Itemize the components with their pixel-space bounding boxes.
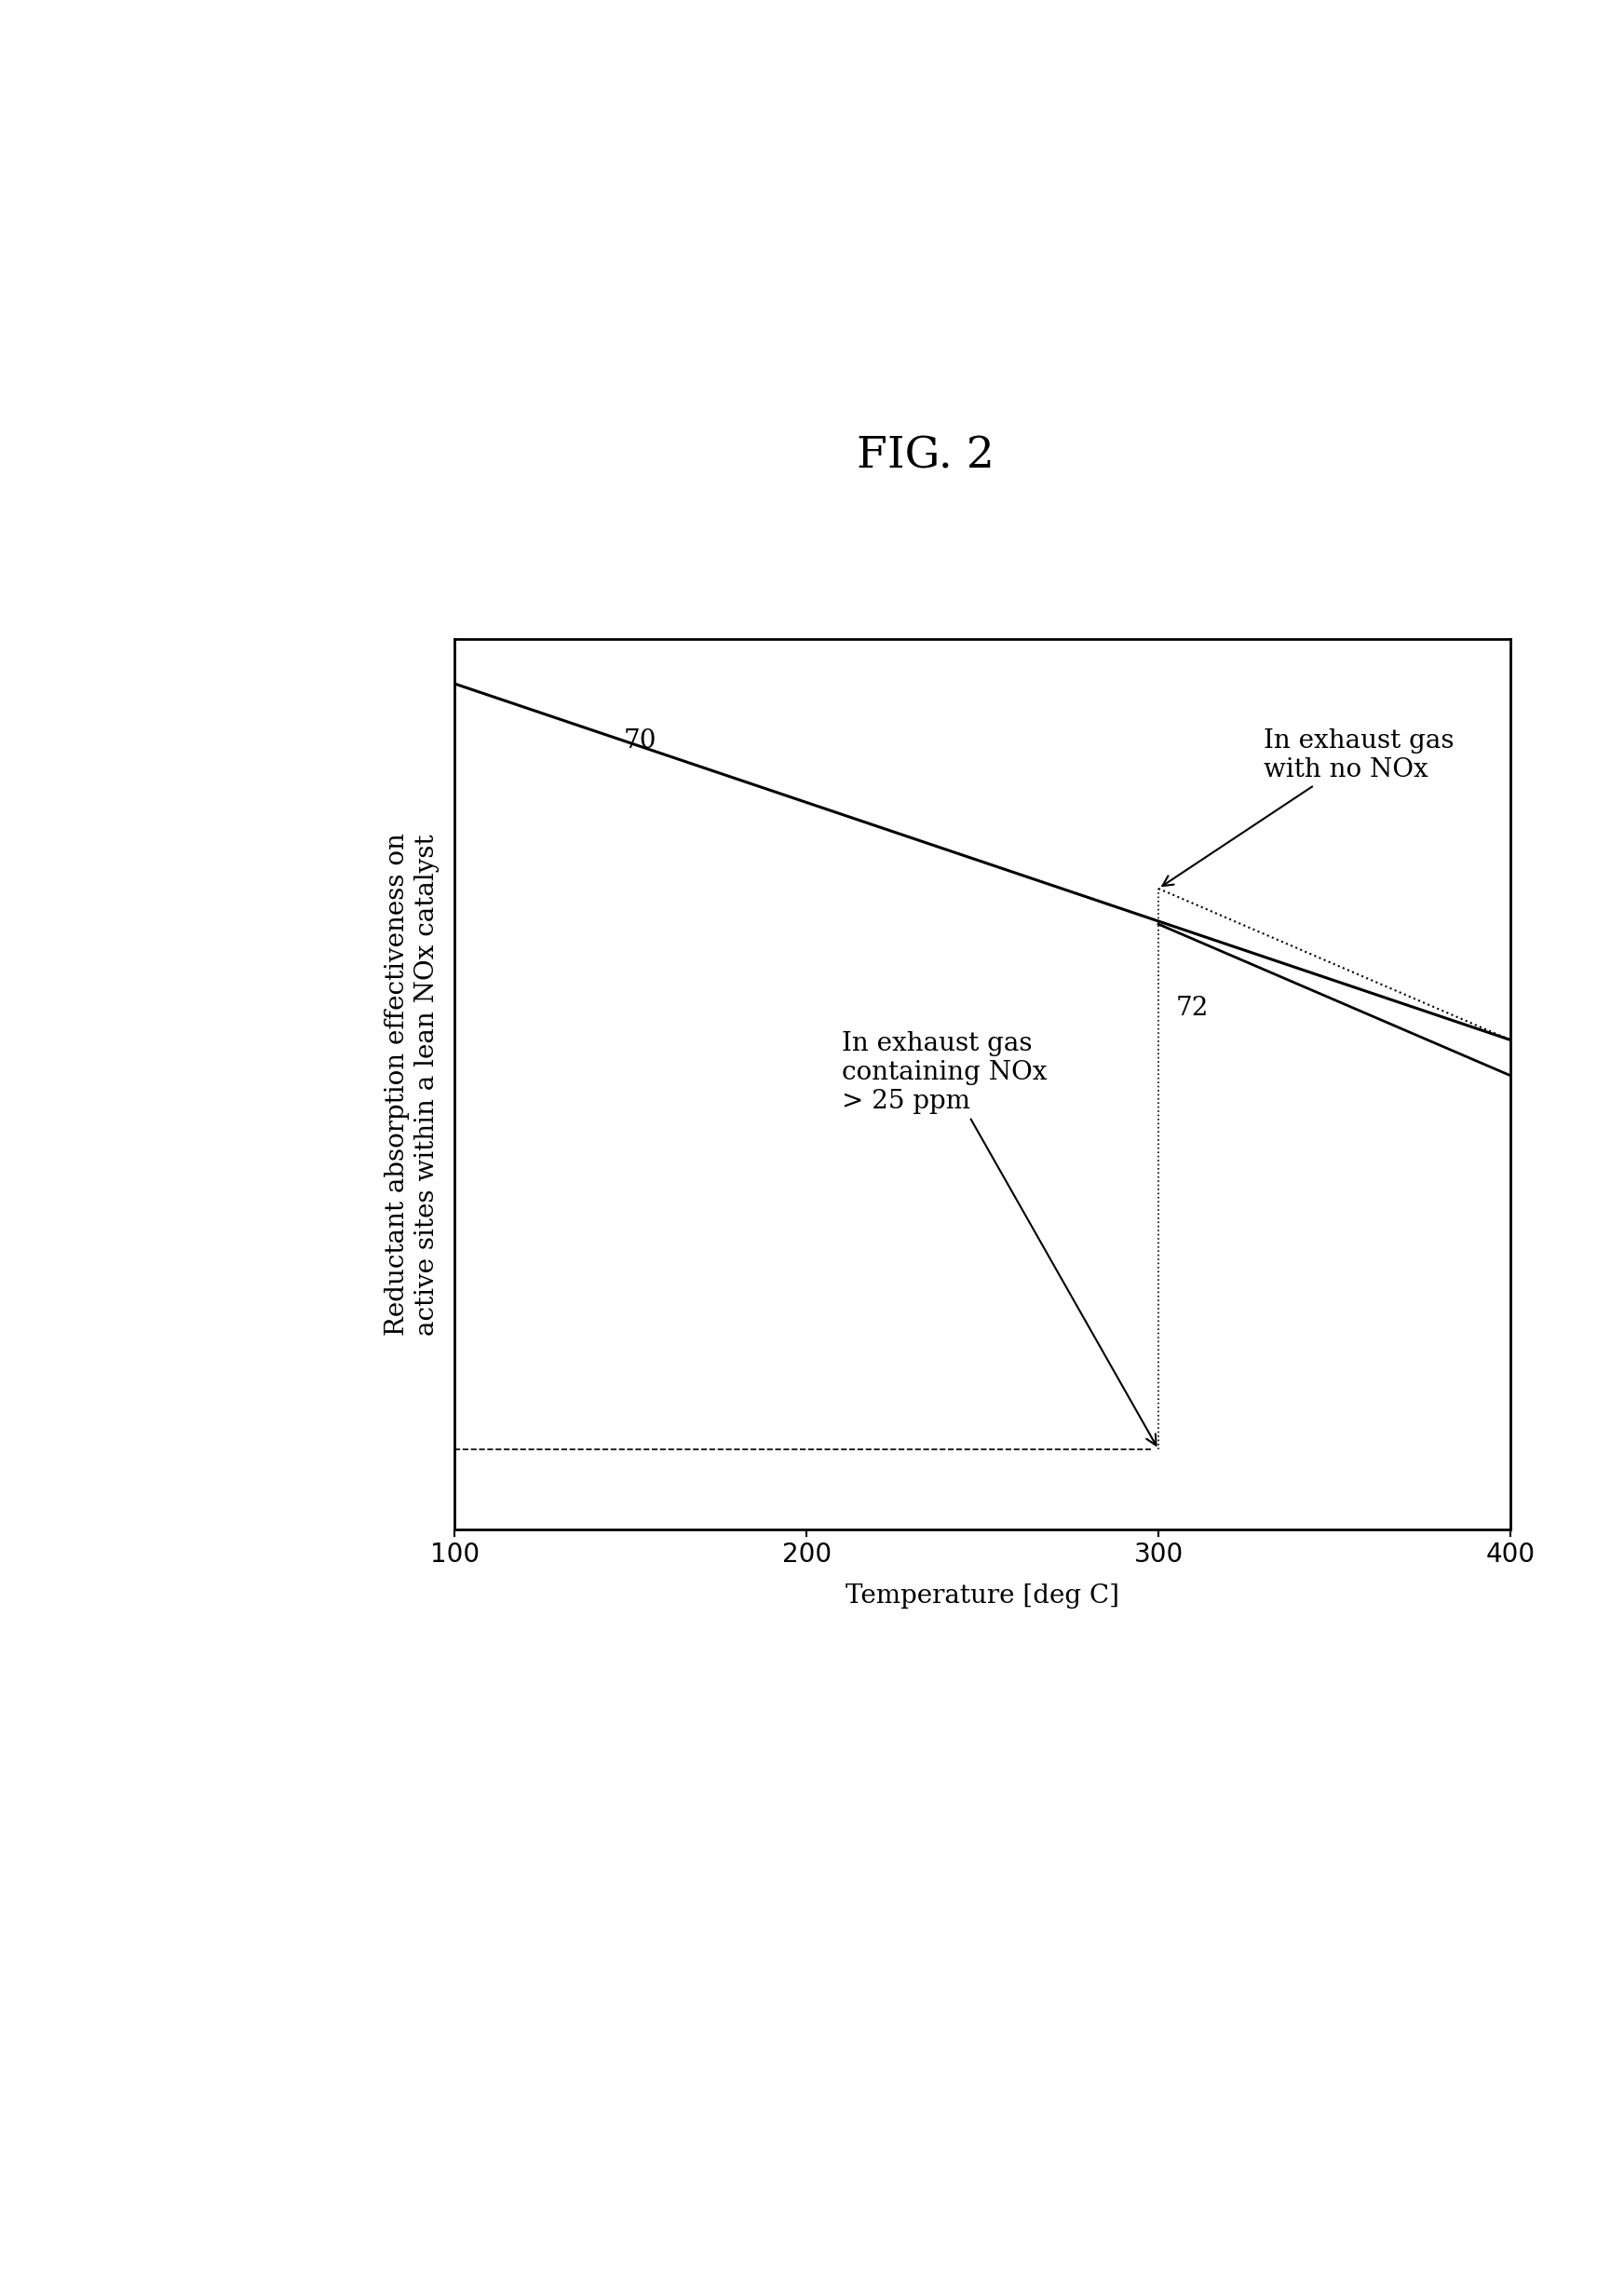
Text: FIG. 2: FIG. 2	[857, 436, 994, 477]
Text: In exhaust gas
with no NOx: In exhaust gas with no NOx	[1163, 728, 1455, 886]
Text: 70: 70	[624, 728, 656, 753]
Text: In exhaust gas
containing NOx
> 25 ppm: In exhaust gas containing NOx > 25 ppm	[841, 1032, 1156, 1445]
Y-axis label: Reductant absorption effectiveness on
active sites within a lean NOx catalyst: Reductant absorption effectiveness on ac…	[385, 833, 438, 1336]
Text: 72: 72	[1176, 995, 1208, 1021]
X-axis label: Temperature [deg C]: Temperature [deg C]	[846, 1584, 1119, 1610]
